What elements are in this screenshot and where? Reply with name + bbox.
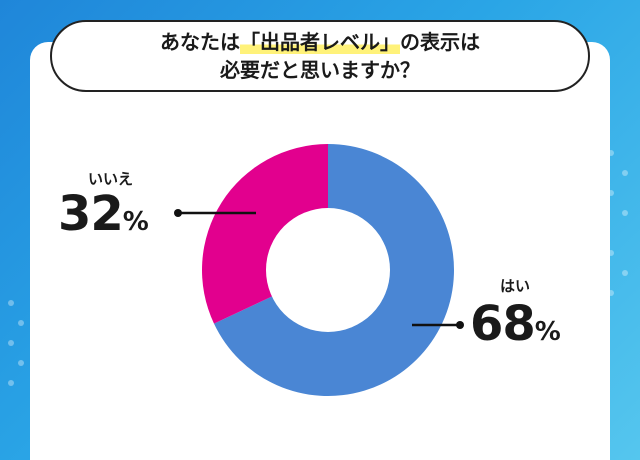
- question-title: あなたは「出品者レベル」の表示は 必要だと思いますか？: [50, 20, 590, 92]
- donut-hole: [266, 208, 390, 332]
- title-line-1: あなたは「出品者レベル」の表示は: [160, 28, 480, 56]
- title-prefix: あなたは: [160, 30, 240, 54]
- label-no-category: いいえ: [88, 170, 134, 188]
- label-yes-category: はい: [500, 277, 531, 295]
- leader-yes-dot: [456, 321, 464, 329]
- no-percent-unit: %: [122, 207, 149, 237]
- title-suffix: の表示は: [400, 30, 480, 54]
- leader-no-dot: [174, 209, 182, 217]
- label-yes-percent: 68%: [470, 296, 561, 358]
- yes-percent-value: 68: [470, 296, 536, 352]
- title-highlight: 「出品者レベル」: [240, 30, 400, 54]
- title-line-2: 必要だと思いますか？: [220, 58, 420, 82]
- label-no-percent: 32%: [58, 186, 149, 248]
- no-percent-value: 32: [58, 186, 124, 242]
- yes-percent-unit: %: [534, 317, 561, 347]
